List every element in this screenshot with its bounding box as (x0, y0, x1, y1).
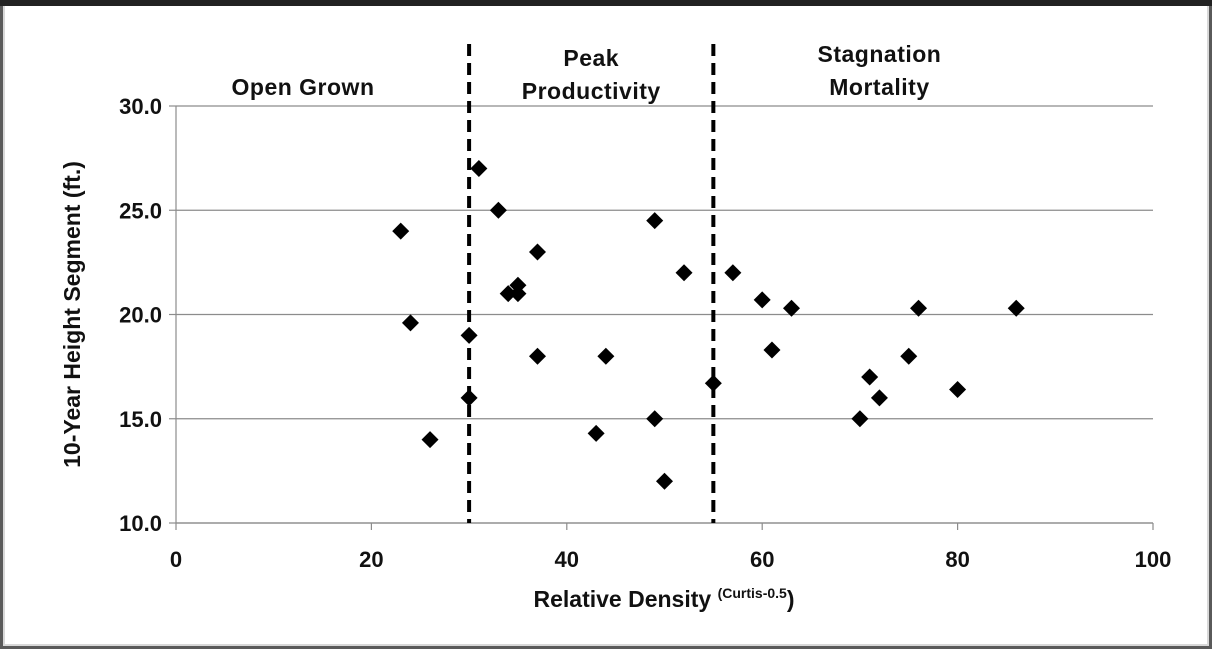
x-tick-label: 60 (750, 547, 774, 572)
data-point (724, 264, 742, 282)
data-point (851, 410, 869, 428)
data-point (460, 326, 478, 344)
x-axis-title-close: ) (787, 586, 795, 612)
data-point (763, 341, 781, 359)
region-dividers (467, 44, 716, 523)
data-point (753, 291, 771, 309)
data-point (675, 264, 693, 282)
region-label: Mortality (829, 74, 929, 100)
region-label: Open Grown (232, 74, 375, 100)
data-point (861, 368, 879, 386)
data-point (509, 276, 527, 294)
y-tick-label: 15.0 (119, 407, 162, 432)
x-tick-label: 0 (170, 547, 182, 572)
data-point (528, 243, 546, 261)
data-point (528, 347, 546, 365)
region-label: Stagnation (818, 41, 942, 67)
region-label: Peak (563, 45, 619, 71)
axes: 10.0 15.0 20.0 25.0 30.0 0 20 40 60 80 100 (119, 94, 1171, 572)
y-tick-label: 10.0 (119, 511, 162, 536)
data-point (704, 374, 722, 392)
data-point (421, 431, 439, 449)
y-axis-title: 10-Year Height Segment (ft.) (59, 161, 85, 468)
data-point (910, 299, 928, 317)
data-point (1007, 299, 1025, 317)
y-tick-label: 20.0 (119, 303, 162, 328)
y-tick-label: 30.0 (119, 94, 162, 119)
x-axis-title-superscript: (Curtis-0.5 (718, 585, 787, 601)
data-point (646, 212, 664, 230)
data-point (499, 285, 517, 303)
x-tick-label: 40 (555, 547, 579, 572)
x-tick-label: 80 (945, 547, 969, 572)
data-point (900, 347, 918, 365)
x-axis-title-main: Relative Density (534, 586, 718, 612)
data-point (949, 381, 967, 399)
data-point (587, 424, 605, 442)
data-point (646, 410, 664, 428)
data-point (460, 389, 478, 407)
y-tick-label: 25.0 (119, 198, 162, 223)
data-points (392, 160, 1025, 490)
data-point (656, 472, 673, 490)
gridlines (176, 105, 1153, 524)
labels: Open Grown Peak Productivity Stagnation Mort… (59, 41, 941, 612)
data-point (470, 160, 488, 178)
x-tick-label: 100 (1135, 547, 1172, 572)
data-point (489, 201, 507, 219)
data-point (401, 314, 419, 332)
window-top-bar (0, 0, 1212, 6)
data-point (597, 347, 615, 365)
data-point (783, 299, 801, 317)
data-point (870, 389, 888, 407)
region-label: Productivity (522, 78, 661, 104)
x-axis-title: Relative Density (Curtis-0.5) (534, 585, 795, 612)
data-point (392, 222, 410, 240)
x-tick-label: 20 (359, 547, 383, 572)
